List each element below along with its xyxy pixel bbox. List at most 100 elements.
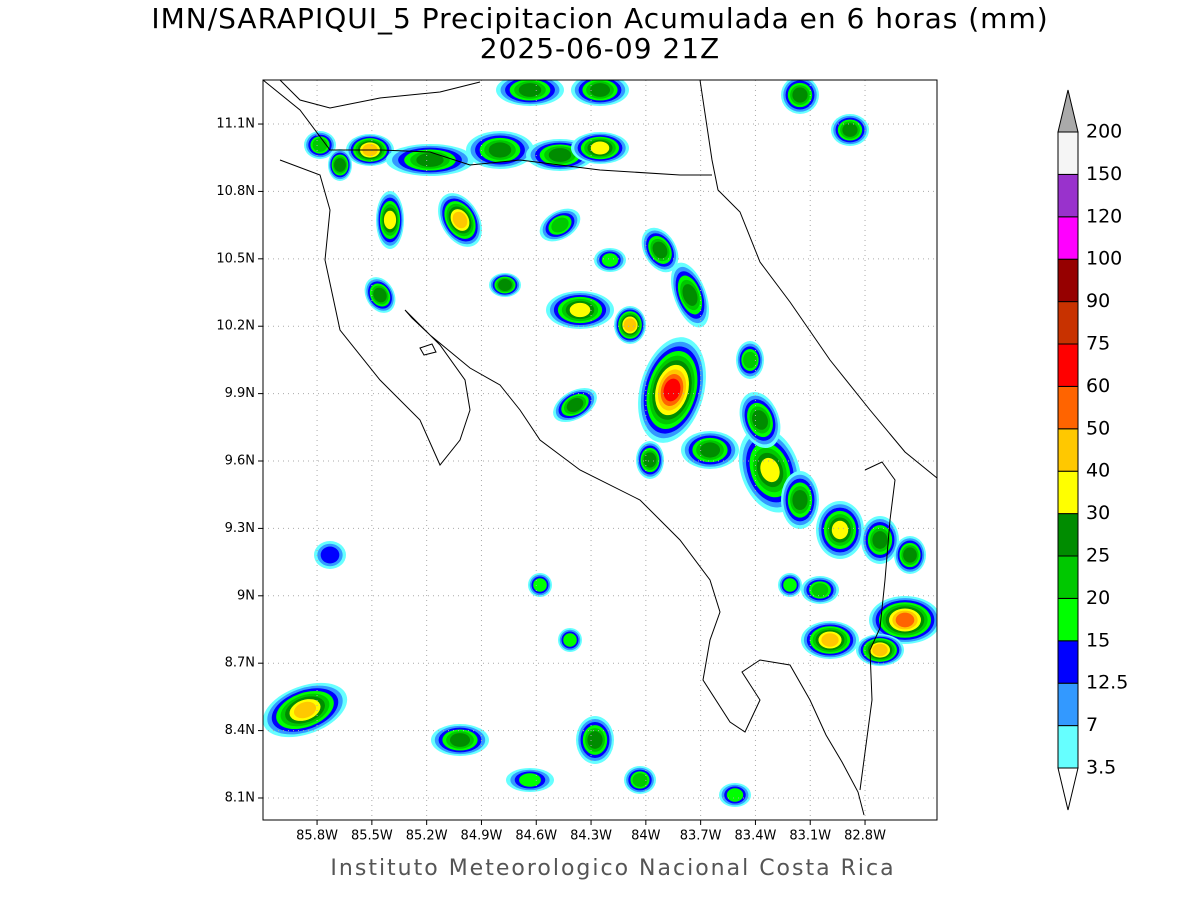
rain-cell: [533, 578, 547, 592]
colorbar-band: [1057, 513, 1079, 557]
rain-cell: [652, 241, 668, 259]
rain-cell: [548, 148, 572, 162]
colorbar-label: 40: [1086, 460, 1110, 482]
colorbar-band: [1057, 131, 1079, 175]
rain-cell: [726, 788, 744, 802]
lon-tick-label: 83.7W: [680, 829, 722, 844]
rain-cell: [383, 210, 397, 230]
lon-tick-label: 84.6W: [515, 829, 557, 844]
map-frame: [262, 79, 938, 821]
colorbar-band: [1057, 682, 1079, 727]
colorbar-label: 75: [1086, 333, 1110, 355]
rain-cell: [792, 87, 808, 103]
colorbar-label: 150: [1086, 163, 1122, 185]
rain-cell: [498, 279, 512, 291]
colorbar-label: 120: [1086, 205, 1122, 227]
rain-cell: [566, 397, 584, 413]
map-subtitle: 2025-06-09 21Z: [480, 32, 720, 65]
lat-tick-label: 10.8N: [216, 184, 255, 199]
rain-cell: [589, 83, 611, 97]
colorbar-label: 30: [1086, 502, 1110, 524]
colorbar-band: [1057, 470, 1079, 515]
colorbar-band: [1057, 597, 1079, 642]
lat-tick-label: 8.1N: [225, 790, 255, 805]
graticule: 11.1N 10.8N 10.5N 10.2N 9.9N 9.6N 9.3N 9N 8.7N 8.…: [216, 80, 937, 844]
northern-border: [263, 80, 712, 176]
rain-cell: [312, 138, 328, 152]
lon-tick-label: 85.2W: [406, 829, 448, 844]
map-title: IMN/SARAPIQUI_5 Precipitacion Acumulada …: [151, 2, 1048, 35]
caribbean-coast: [699, 80, 937, 479]
lon-tick-label: 85.8W: [296, 829, 338, 844]
colorbar-label: 200: [1086, 121, 1122, 143]
colorbar-label: 90: [1086, 290, 1110, 312]
rain-cell: [334, 158, 346, 172]
rain-cell: [760, 457, 780, 483]
lon-tick-label: 82.8W: [844, 829, 886, 844]
lon-tick-label: 83.1W: [789, 829, 831, 844]
rain-cell: [563, 633, 577, 647]
rain-cell: [811, 583, 829, 597]
colorbar-band: [1057, 640, 1079, 684]
lon-tick-label: 84.9W: [461, 829, 503, 844]
colorbar-label: 3.5: [1086, 757, 1116, 779]
colorbar-under: [1057, 767, 1079, 811]
lon-tick-label: 84W: [631, 829, 661, 844]
rain-cell: [682, 284, 698, 306]
rain-cell: [632, 773, 648, 787]
rain-cell: [903, 547, 917, 563]
rain-cell: [518, 83, 542, 97]
lon-tick-label: 83.4W: [735, 829, 777, 844]
colorbar-band: [1057, 555, 1079, 599]
lat-tick-label: 9N: [237, 588, 255, 603]
rain-cell: [320, 546, 340, 564]
lat-tick-label: 11.1N: [216, 117, 255, 132]
lon-tick-label: 84.3W: [570, 829, 612, 844]
rain-cell: [699, 442, 721, 458]
lat-tick-label: 9.6N: [225, 454, 255, 469]
colorbar-label: 12.5: [1086, 672, 1128, 694]
nicaragua-lake: [279, 80, 481, 109]
rain-cell: [623, 318, 637, 332]
lat-tick-label: 8.4N: [225, 723, 255, 738]
colorbar-band: [1057, 301, 1079, 345]
rain-cell: [821, 633, 839, 647]
colorbar-band: [1057, 428, 1079, 472]
rain-cell: [569, 302, 591, 318]
lon-tick-label: 85.5W: [351, 829, 393, 844]
colorbar-band: [1057, 385, 1079, 430]
colorbar-label: 60: [1086, 375, 1110, 397]
lat-tick-label: 8.7N: [225, 656, 255, 671]
colorbar-label: 25: [1086, 545, 1110, 567]
coastlines: [263, 80, 937, 816]
colorbar-band: [1057, 173, 1079, 218]
rain-cell: [872, 531, 888, 549]
rain-cell: [416, 153, 444, 167]
lat-tick-label: 9.9N: [225, 386, 255, 401]
rain-cell: [663, 378, 681, 402]
rain-cell: [488, 142, 512, 158]
rain-cell: [373, 287, 387, 303]
lat-tick-label: 10.5N: [216, 251, 255, 266]
rain-cell: [743, 351, 757, 369]
rain-cell: [519, 773, 541, 787]
colorbar: 3.5 7 12.5 15 20 25 30 40 50 60 75 90 100 120 150 200: [1057, 89, 1128, 811]
footer: Instituto Meteorologico Nacional Costa R…: [330, 856, 895, 881]
rain-cell: [792, 489, 808, 511]
panama-border: [859, 461, 896, 791]
rain-cell: [590, 141, 610, 155]
rain-cell: [895, 612, 915, 628]
rain-cell: [783, 578, 797, 592]
colorbar-label: 20: [1086, 587, 1110, 609]
rain-cell: [872, 643, 888, 657]
colorbar-band: [1057, 343, 1079, 387]
colorbar-label: 50: [1086, 417, 1110, 439]
colorbar-label: 15: [1086, 629, 1110, 651]
rain-cell: [752, 410, 768, 430]
rain-cell: [587, 731, 603, 749]
colorbar-label: 7: [1086, 714, 1098, 736]
rain-cell: [643, 452, 657, 468]
pacific-coast: [279, 159, 865, 816]
rain-cell: [293, 701, 317, 719]
rain-cell: [601, 253, 619, 267]
